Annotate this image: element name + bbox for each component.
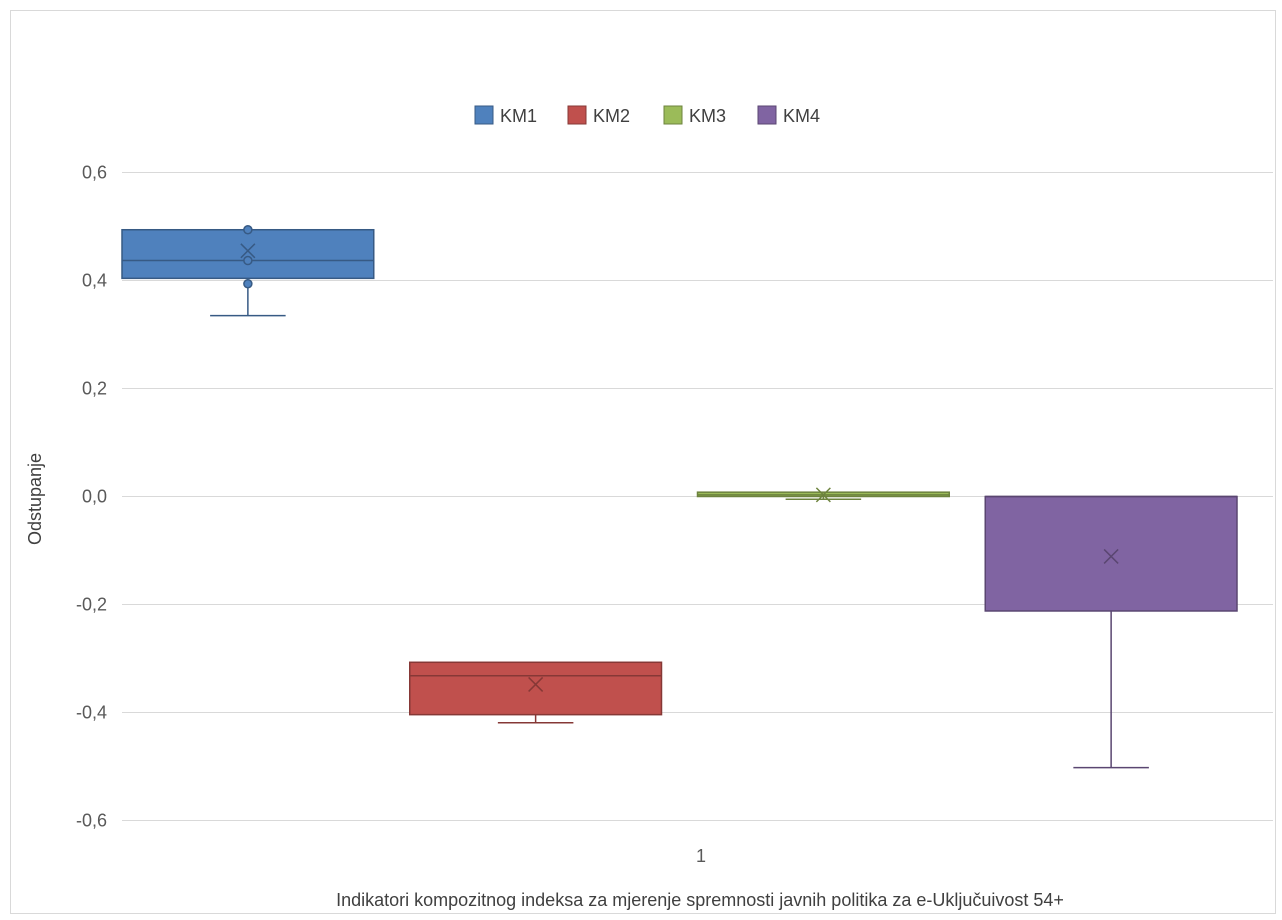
box-km4: [984, 495, 1238, 769]
mean-marker: [1103, 548, 1119, 564]
y-axis-title: Odstupanje: [25, 453, 45, 545]
y-tick-label: -0,6: [76, 811, 107, 831]
legend-label: KM4: [783, 106, 820, 126]
box-body: [409, 661, 663, 716]
legend-swatch: [757, 105, 777, 125]
legend-item-km4: KM4: [757, 105, 820, 126]
y-axis-ticks: 0,6 0,4 0,2 0,0 -0,2 -0,4 -0,6: [76, 163, 107, 831]
chart-frame: [10, 10, 1276, 914]
mean-marker: [528, 676, 544, 692]
data-point: [243, 255, 253, 266]
y-tick-label: -0,4: [76, 703, 107, 723]
y-tick-label: 0,4: [82, 271, 107, 291]
legend-item-km3: KM3: [663, 105, 726, 126]
legend-swatch: [474, 105, 494, 125]
legend-swatch: [663, 105, 683, 125]
box-body: [984, 495, 1238, 612]
legend-label: KM2: [593, 106, 630, 126]
legend-label: KM1: [500, 106, 537, 126]
legend-label: KM3: [689, 106, 726, 126]
data-point: [243, 224, 253, 235]
legend-swatch: [567, 105, 587, 125]
legend-item-km1: KM1: [474, 105, 537, 126]
y-tick-label: -0,2: [76, 595, 107, 615]
box-km2: [409, 661, 663, 724]
mean-marker: [240, 243, 256, 259]
boxes: [121, 224, 1238, 769]
gridlines: [122, 172, 1273, 821]
x-tick-label: 1: [696, 846, 706, 866]
mean-marker: [815, 487, 831, 503]
legend: KM1 KM2 KM3 KM4: [474, 105, 820, 126]
box-body: [121, 228, 375, 280]
y-tick-label: 0,6: [82, 163, 107, 183]
box-km1: [121, 224, 375, 317]
legend-item-km2: KM2: [567, 105, 630, 126]
x-axis-title: Indikatori kompozitnog indeksa za mjeren…: [336, 890, 1064, 910]
data-point: [243, 278, 253, 289]
box-km3: [696, 487, 950, 503]
y-tick-label: 0,2: [82, 379, 107, 399]
y-tick-label: 0,0: [82, 487, 107, 507]
